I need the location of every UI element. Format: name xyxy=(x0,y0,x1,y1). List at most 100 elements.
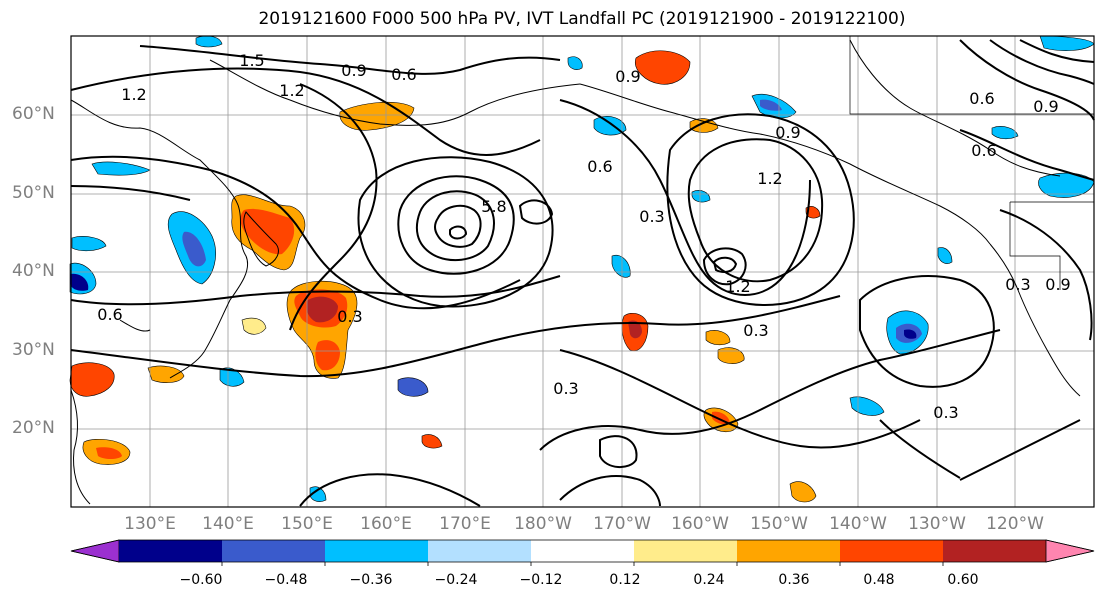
colorbar-tick-label: −0.24 xyxy=(434,572,478,588)
colorbar-segment xyxy=(325,540,428,562)
pc-negative-blob xyxy=(937,247,953,264)
contour-label: 0.9 xyxy=(775,123,800,142)
lon-label: 150°E xyxy=(281,514,333,534)
pv-contours xyxy=(70,39,1095,507)
contour-label: 1.5 xyxy=(239,51,264,70)
pc-positive-blob xyxy=(689,118,719,133)
pc-positive-blob xyxy=(240,208,295,255)
colorbar-extend-high xyxy=(1045,539,1095,563)
pc-shading xyxy=(69,35,1095,503)
contour-label: 0.6 xyxy=(971,141,996,160)
pc-negative-blob xyxy=(70,273,89,291)
map-title: 2019121600 F000 500 hPa PV, IVT Landfall… xyxy=(258,9,906,29)
contour-label: 0.9 xyxy=(1045,275,1070,294)
pc-positive-blob xyxy=(96,447,122,459)
pc-negative-blob xyxy=(397,377,429,397)
pc-negative-blob xyxy=(309,486,327,502)
colorbar-tick-label: −0.12 xyxy=(519,572,563,588)
lat-label: 60°N xyxy=(12,104,55,124)
colorbar-tick-label: 0.36 xyxy=(778,572,810,588)
pc-negative-blob xyxy=(849,396,885,416)
lon-label: 150°W xyxy=(750,514,808,534)
contour-label: 0.6 xyxy=(97,305,122,324)
pc-positive-blob xyxy=(339,101,415,131)
contour-label: 0.6 xyxy=(587,157,612,176)
contour-label: 0.3 xyxy=(933,403,958,422)
pc-positive-blob xyxy=(789,481,817,503)
contour-label: 1.2 xyxy=(279,81,304,100)
colorbar-segment xyxy=(531,540,634,562)
lat-label: 20°N xyxy=(12,418,55,438)
lon-label: 170°W xyxy=(593,514,651,534)
colorbar-tick-label: 0.60 xyxy=(947,572,979,588)
pc-negative-blob xyxy=(991,126,1019,140)
coastlines xyxy=(70,39,1081,505)
lon-label: 130°E xyxy=(124,514,176,534)
contour-label: 1.2 xyxy=(121,85,146,104)
colorbar-segment xyxy=(943,540,1046,562)
pc-positive-blob xyxy=(421,434,443,449)
pc-negative-blob xyxy=(691,190,711,203)
pc-negative-blob xyxy=(567,56,583,70)
colorbar-tick-label: −0.36 xyxy=(349,572,393,588)
colorbar-tick-label: 0.12 xyxy=(609,572,641,588)
colorbar-tick-label: −0.60 xyxy=(179,572,223,588)
pc-negative-blob xyxy=(182,231,206,267)
pc-positive-blob xyxy=(628,320,642,339)
lon-label: 180°W xyxy=(514,514,572,534)
colorbar-segment xyxy=(634,540,737,562)
contour-label: 1.2 xyxy=(725,277,750,296)
colorbar-tick-label: 0.24 xyxy=(693,572,725,588)
contour-label: 0.9 xyxy=(341,61,366,80)
lon-label: 170°E xyxy=(439,514,491,534)
pc-negative-blob xyxy=(219,367,245,387)
colorbar-tick-label: −0.48 xyxy=(264,572,308,588)
pc-negative-blob xyxy=(91,161,151,176)
contour-label: 0.9 xyxy=(1033,97,1058,116)
contour-label: 0.6 xyxy=(391,65,416,84)
contour-label: 0.9 xyxy=(615,67,640,86)
colorbar-outline xyxy=(70,539,1095,563)
colorbar-segment xyxy=(737,540,840,562)
colorbar-segment xyxy=(428,540,531,562)
pc-positive-blob xyxy=(241,317,267,335)
pc-negative-blob xyxy=(195,35,223,48)
pc-negative-blob xyxy=(71,236,107,252)
colorbar-segment xyxy=(119,540,222,562)
lon-label: 160°E xyxy=(360,514,412,534)
colorbar-segment xyxy=(222,540,325,562)
contour-label: 0.3 xyxy=(337,307,362,326)
lon-label: 120°W xyxy=(986,514,1044,534)
pc-positive-blob xyxy=(635,50,691,85)
contour-label: 5.8 xyxy=(481,197,506,216)
colorbar-segment xyxy=(840,540,943,562)
lon-label: 140°W xyxy=(829,514,887,534)
lat-label: 30°N xyxy=(12,340,55,360)
colorbar-tick-label: 0.48 xyxy=(863,572,895,588)
pc-positive-blob xyxy=(306,296,338,323)
lon-label: 130°W xyxy=(908,514,966,534)
contour-label: 0.3 xyxy=(639,207,664,226)
pc-negative-blob xyxy=(611,254,631,278)
pc-positive-blob xyxy=(705,330,731,346)
pc-positive-blob xyxy=(69,362,115,397)
pc-negative-blob xyxy=(1039,35,1095,51)
lon-label: 160°W xyxy=(671,514,729,534)
lon-label: 140°E xyxy=(202,514,254,534)
pc-positive-blob xyxy=(147,365,185,383)
pc-negative-blob xyxy=(904,329,917,339)
pc-positive-blob xyxy=(717,347,745,364)
colorbar xyxy=(70,539,1095,566)
contour-label: 0.3 xyxy=(553,379,578,398)
contour-label: 1.2 xyxy=(757,169,782,188)
contour-label: 0.6 xyxy=(969,89,994,108)
contour-label: 0.3 xyxy=(1005,275,1030,294)
pc-positive-blob xyxy=(315,340,340,371)
contour-label: 0.3 xyxy=(743,321,768,340)
country-boundaries xyxy=(849,36,1094,290)
map-frame xyxy=(70,35,1095,508)
colorbar-extend-low xyxy=(70,539,120,563)
lat-label: 40°N xyxy=(12,261,55,281)
pc-negative-blob xyxy=(760,99,782,111)
